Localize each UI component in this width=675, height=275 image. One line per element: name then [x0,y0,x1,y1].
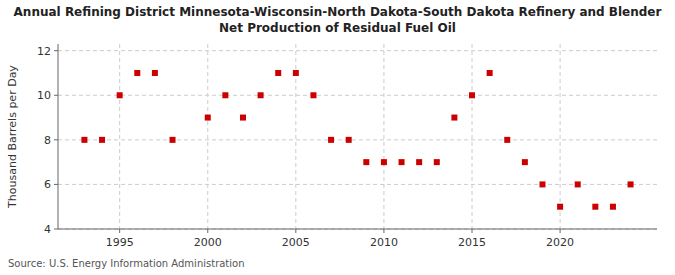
point [628,181,634,187]
x-grid-line [119,44,120,229]
point [416,159,422,165]
point [134,70,140,76]
y-tick-label: 4 [44,223,51,236]
title: Annual Refining District Minnesota-Wisco… [14,5,662,19]
point [310,92,316,98]
point [275,70,281,76]
y-grid-line [58,184,657,185]
y-tick-label: 12 [37,45,51,58]
point [381,159,387,165]
y-tick [54,139,58,140]
y-tick [54,229,58,230]
source: Source: U.S. Energy Information Administ… [8,258,245,269]
chart: Annual Refining District Minnesota-Wisco… [0,0,675,275]
x-tick-label: 2010 [370,236,398,249]
x-axis-line [58,229,657,230]
y-grid-line [58,139,657,140]
point [487,70,493,76]
x-tick [472,229,473,233]
point [522,159,528,165]
y-tick [54,184,58,185]
y-axis-label: Thousand Barrels per Day [6,65,19,209]
point [539,181,545,187]
y-grid-line [58,95,657,96]
axes: 4 6 8 10 12 1995 2000 2005 2010 2015 2020 [37,44,657,249]
point [346,137,352,143]
point [205,115,211,121]
point [293,70,299,76]
point [328,137,334,143]
y-tick [54,95,58,96]
y-axis-line [58,44,59,229]
point [504,137,510,143]
grid [58,44,657,229]
x-tick-label: 2020 [546,236,574,249]
x-tick [119,229,120,233]
x-tick-label: 2015 [458,236,486,249]
point [469,92,475,98]
point [81,137,87,143]
x-tick [383,229,384,233]
point [99,137,105,143]
point [610,204,616,210]
x-grid-line [383,44,384,229]
x-tick [560,229,561,233]
x-tick [295,229,296,233]
y-tick-label: 8 [44,134,51,147]
point [575,181,581,187]
x-tick-label: 2000 [194,236,222,249]
y-tick [54,50,58,51]
point [240,115,246,121]
point [152,70,158,76]
y-grid-line [58,229,657,230]
point [592,204,598,210]
x-grid-line [560,44,561,229]
x-grid-line [207,44,208,229]
x-tick-label: 1995 [106,236,134,249]
point [363,159,369,165]
point [117,92,123,98]
point [434,159,440,165]
point [258,92,264,98]
point [451,115,457,121]
y-tick-label: 6 [44,178,51,191]
y-grid-line [58,50,657,51]
subtitle: Net Production of Residual Fuel Oil [219,21,456,35]
x-tick-label: 2005 [282,236,310,249]
x-grid-line [472,44,473,229]
y-tick-label: 10 [37,89,51,102]
points [81,70,633,210]
point [222,92,228,98]
point [170,137,176,143]
point [399,159,405,165]
x-tick [207,229,208,233]
point [557,204,563,210]
